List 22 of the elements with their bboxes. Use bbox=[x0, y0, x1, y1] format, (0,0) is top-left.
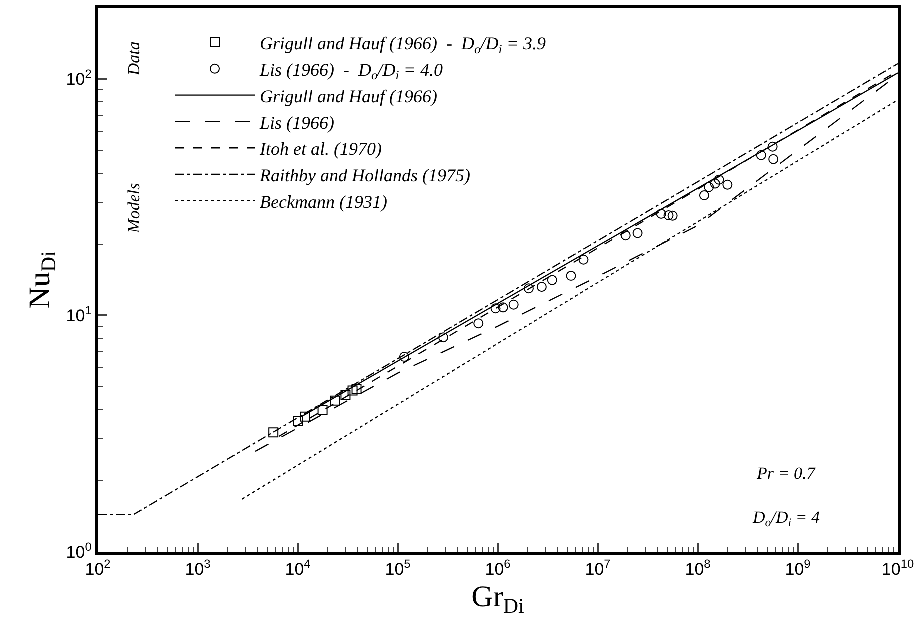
legend-label: Grigull and Hauf (1966) - D$_{o}$/D$_{i}$ = 3.9 bbox=[260, 34, 546, 56]
x-axis-title: Gr$_{Di}$ bbox=[472, 580, 524, 618]
annotation: Pr = 0.7 bbox=[756, 464, 817, 483]
y-tick-label: 10$^{2}$ bbox=[66, 66, 92, 90]
annotation: Data bbox=[124, 42, 144, 77]
x-tick-label: 10$^{5}$ bbox=[385, 557, 412, 580]
x-tick-label: 10$^{10}$ bbox=[882, 557, 914, 580]
legend-label: Lis (1966) - D$_{o}$/D$_{i}$ = 4.0 bbox=[259, 60, 443, 83]
annotation: D$_{o}$/D$_{i}$ = 4 bbox=[752, 508, 821, 530]
x-tick-label: 10$^{8}$ bbox=[685, 557, 712, 580]
annotation: Models bbox=[124, 182, 144, 234]
x-tick-label: 10$^{9}$ bbox=[785, 557, 812, 580]
legend-label: Itoh et al. (1970) bbox=[259, 139, 382, 160]
legend-label: Grigull and Hauf (1966) bbox=[260, 86, 438, 106]
x-tick-label: 10$^{6}$ bbox=[485, 557, 512, 580]
x-tick-label: 10$^{7}$ bbox=[585, 557, 612, 580]
legend-label: Lis (1966) bbox=[259, 112, 335, 133]
legend-label: Raithby and Hollands (1975) bbox=[259, 166, 470, 186]
x-tick-label: 10$^{4}$ bbox=[285, 557, 312, 580]
x-tick-label: 10$^{3}$ bbox=[185, 557, 212, 580]
legend-label: Beckmann (1931) bbox=[260, 192, 388, 212]
y-tick-label: 10$^{1}$ bbox=[66, 303, 92, 326]
